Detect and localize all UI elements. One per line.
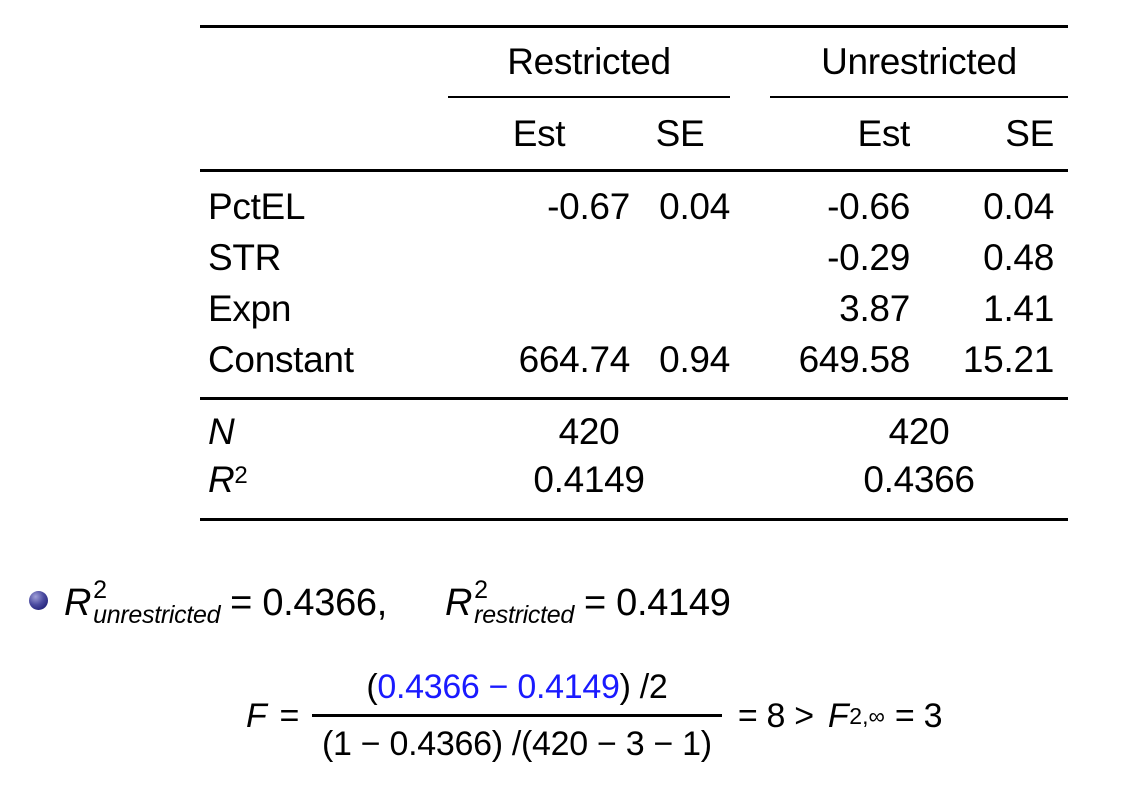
numerator-difference: 0.4366 − 0.4149: [377, 668, 620, 706]
comparison: = 8 >: [737, 696, 814, 735]
r-squared-statement: R 2 unrestricted = 0.4366, R 2 restricted = 0.4…: [64, 572, 731, 634]
cell-unrestricted-est: 3.87: [839, 287, 910, 329]
fraction-denominator: (1 − 0.4366) /(420 − 3 − 1): [312, 714, 722, 764]
subscript: unrestricted: [93, 601, 221, 629]
table-row-pctel: PctEL -0.67 0.04 -0.66 0.04: [200, 181, 1068, 232]
group-header-restricted: Restricted: [448, 28, 730, 98]
critical-value: = 3: [894, 696, 943, 735]
row-label: Constant: [208, 338, 354, 380]
summary-label-n: N: [200, 411, 448, 453]
summary-row-n: N 420 420: [200, 408, 1068, 456]
summary-r2-restricted: 0.4149: [533, 459, 645, 500]
superscript: 2: [474, 576, 488, 604]
fraction-numerator: (0.4366 − 0.4149) /2: [356, 668, 677, 714]
group-header-row: Restricted Unrestricted: [200, 28, 1068, 98]
table-row-str: STR -0.29 0.48: [200, 232, 1068, 283]
table-summary: N 420 420 R2 0.4149 0.4366: [200, 397, 1068, 518]
cell-unrestricted-se: 15.21: [962, 338, 1054, 380]
summary-label-r2: R2: [200, 459, 448, 501]
cell-unrestricted-est: 649.58: [798, 338, 911, 380]
r2-unrestricted-supsub: 2 unrestricted: [93, 578, 220, 628]
summary-r2-unrestricted: 0.4366: [863, 459, 975, 500]
equals-sign: =: [279, 696, 300, 735]
row-label: Expn: [208, 287, 292, 329]
subheader-est-unrestricted: Est: [857, 112, 910, 154]
r2-unrestricted-base: R: [64, 581, 92, 624]
r2-unrestricted-value: = 0.4366,: [230, 581, 388, 624]
table-row-constant: Constant 664.74 0.94 649.58 15.21: [200, 334, 1068, 385]
group-header-unrestricted: Unrestricted: [770, 28, 1068, 98]
cell-restricted-est: -0.67: [547, 185, 630, 227]
summary-label-sup: 2: [234, 462, 248, 489]
table-row-expn: Expn 3.87 1.41: [200, 283, 1068, 334]
paren-close-div: ) /2: [619, 668, 668, 706]
cell-restricted-se: 0.04: [659, 185, 730, 227]
summary-label-base: N: [208, 411, 235, 452]
summary-n-unrestricted: 420: [888, 411, 950, 452]
fraction: (0.4366 − 0.4149) /2 (1 − 0.4366) /(420 …: [312, 668, 722, 764]
superscript: 2: [93, 576, 107, 604]
f-critical-subscript: 2,∞: [849, 702, 885, 729]
cell-restricted-se: 0.94: [659, 338, 730, 380]
subheader-se-restricted: SE: [655, 112, 705, 154]
summary-n-restricted: 420: [558, 411, 620, 452]
r2-restricted-supsub: 2 restricted: [474, 578, 574, 628]
row-label: STR: [208, 236, 282, 278]
f-critical-symbol: F: [827, 696, 849, 735]
f-statistic-formula: F = (0.4366 − 0.4149) /2 (1 − 0.4366) /(…: [246, 668, 942, 764]
bullet-icon: [29, 591, 48, 610]
cell-unrestricted-se: 0.04: [983, 185, 1054, 227]
f-symbol: F: [246, 696, 267, 735]
summary-label-base: R: [208, 459, 235, 500]
subscript: restricted: [474, 601, 574, 629]
summary-row-r2: R2 0.4149 0.4366: [200, 456, 1068, 504]
table-body: PctEL -0.67 0.04 -0.66 0.04 STR -0.29 0.…: [200, 172, 1068, 397]
cell-unrestricted-se: 0.48: [983, 236, 1054, 278]
cell-unrestricted-est: -0.29: [827, 236, 910, 278]
subheader-se-unrestricted: SE: [1005, 112, 1054, 154]
subheader-est-restricted: Est: [512, 112, 566, 154]
cell-restricted-est: 664.74: [518, 338, 631, 380]
row-label: PctEL: [208, 185, 306, 227]
r2-restricted-base: R: [445, 581, 473, 624]
regression-table: Restricted Unrestricted Est SE Est SE Pc…: [200, 25, 1068, 521]
paren-open: (: [366, 668, 378, 706]
r2-restricted-value: = 0.4149: [583, 581, 731, 624]
cell-unrestricted-se: 1.41: [983, 287, 1054, 329]
subheader-row: Est SE Est SE: [200, 98, 1068, 172]
cell-unrestricted-est: -0.66: [827, 185, 910, 227]
